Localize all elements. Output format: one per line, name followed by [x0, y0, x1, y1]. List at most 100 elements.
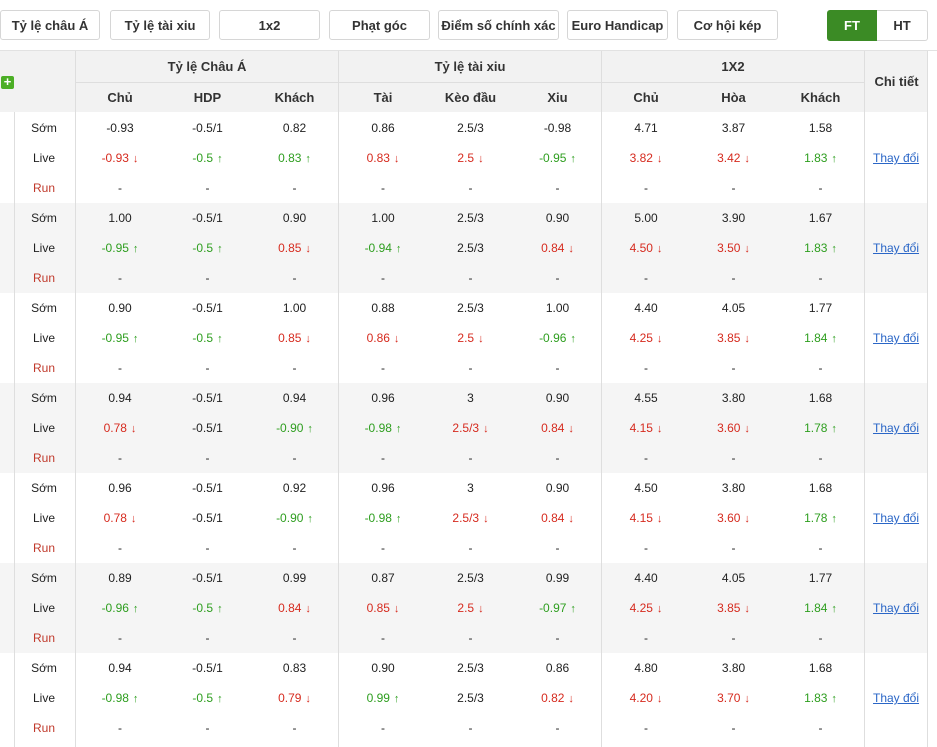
arrow-down-icon: ↓ — [656, 153, 663, 165]
arrow-down-icon: ↓ — [478, 603, 484, 615]
row-divider — [0, 292, 928, 293]
odds-value: - — [514, 533, 601, 563]
row-label-live: Live — [32, 601, 55, 615]
odds-value: 2.5/3 — [427, 113, 514, 143]
odds-value: - — [777, 263, 864, 293]
odds-value-text: - — [205, 541, 210, 555]
grid-line — [927, 51, 928, 747]
tab-corners[interactable]: Phạt góc — [329, 10, 430, 40]
odds-value-text: -0.5 — [192, 331, 214, 345]
odds-value-text: 2.5/3 — [452, 421, 480, 435]
half-time-toggle[interactable]: HT — [877, 10, 928, 41]
odds-value: - — [602, 713, 690, 743]
arrow-up-icon: ↑ — [831, 513, 837, 525]
odds-value-text: 0.90 — [545, 481, 570, 495]
odds-value: 1.83 ↑ — [777, 143, 864, 173]
odds-value: - — [602, 533, 690, 563]
odds-value-text: 2.5/3 — [457, 661, 484, 675]
odds-value: 0.88 — [339, 293, 427, 323]
arrow-down-icon: ↓ — [568, 243, 574, 255]
odds-value: 2.5/3 ↓ — [427, 503, 514, 533]
odds-value-text: 1.00 — [108, 211, 132, 225]
odds-value-text: - — [118, 721, 122, 735]
odds-value-text: 0.92 — [282, 481, 307, 495]
odds-value: - — [514, 353, 601, 383]
odds-value-text: - — [731, 721, 736, 735]
odds-value-text: -0.5/1 — [192, 301, 223, 315]
header-detail: Chi tiết — [874, 74, 919, 89]
odds-value: -0.5 ↑ — [164, 683, 251, 713]
odds-value: 2.5/3 — [427, 293, 514, 323]
odds-value-text: - — [555, 541, 560, 555]
odds-value-text: 2.5/3 — [452, 511, 480, 525]
odds-value-text: 3.90 — [721, 211, 746, 225]
odds-value: 1.83 ↑ — [777, 683, 864, 713]
odds-value-text: 0.90 — [545, 211, 570, 225]
odds-value-text: - — [818, 271, 823, 285]
odds-value-text: - — [644, 361, 648, 375]
row-divider — [0, 472, 928, 473]
odds-value: 0.83 ↓ — [339, 143, 427, 173]
odds-value-text: 0.82 — [541, 691, 565, 705]
row-label-run: Run — [32, 271, 55, 285]
tab-double-chance[interactable]: Cơ hội kép — [677, 10, 778, 40]
arrow-down-icon: ↓ — [656, 243, 663, 255]
row-label-early: Sớm — [31, 661, 57, 675]
odds-value-text: 2.5/3 — [457, 241, 484, 255]
odds-value: - — [251, 623, 338, 653]
odds-value: - — [76, 713, 164, 743]
change-history-link[interactable]: Thay đổi — [873, 331, 920, 345]
odds-value-text: 0.96 — [108, 481, 132, 495]
odds-value: 0.82 ↓ — [514, 683, 601, 713]
header-1x2: 1X2 — [721, 59, 745, 74]
odds-value: 2.5/3 ↓ — [427, 413, 514, 443]
tab-1x2[interactable]: 1x2 — [219, 10, 320, 40]
odds-value-text: 0.86 — [366, 331, 390, 345]
odds-value: -0.96 ↑ — [514, 323, 601, 353]
odds-value-text: - — [205, 271, 210, 285]
change-history-link[interactable]: Thay đổi — [873, 511, 920, 525]
odds-value-text: 4.50 — [634, 481, 658, 495]
odds-value: 3.70 ↓ — [690, 683, 777, 713]
odds-value-text: 0.88 — [371, 301, 395, 315]
grid-line — [338, 51, 339, 747]
arrow-down-icon: ↓ — [656, 333, 663, 345]
change-history-link[interactable]: Thay đổi — [873, 241, 920, 255]
expand-plus-icon[interactable]: + — [1, 75, 14, 89]
odds-value: -0.96 ↑ — [76, 593, 164, 623]
odds-value-text: - — [555, 271, 560, 285]
odds-value-text: 1.68 — [808, 661, 833, 675]
odds-value-text: - — [118, 451, 122, 465]
odds-value: 2.5 ↓ — [427, 323, 514, 353]
odds-value: - — [76, 533, 164, 563]
odds-value-text: -0.5/1 — [192, 391, 223, 405]
col-under: Xiu — [547, 90, 568, 105]
tab-asian-handicap[interactable]: Tỷ lệ châu Á — [0, 10, 100, 40]
odds-value-text: 3 — [467, 481, 474, 495]
full-time-toggle[interactable]: FT — [827, 10, 877, 41]
odds-value: -0.97 ↑ — [514, 593, 601, 623]
arrow-up-icon: ↑ — [831, 333, 837, 345]
arrow-down-icon: ↓ — [305, 693, 311, 705]
tab-over-under[interactable]: Tỷ lệ tài xiu — [110, 10, 210, 40]
odds-value: 1.00 — [76, 203, 164, 233]
arrow-up-icon: ↑ — [132, 693, 139, 705]
odds-value-text: 5.00 — [634, 211, 658, 225]
odds-value-text: 3.50 — [717, 241, 741, 255]
change-history-link[interactable]: Thay đổi — [873, 151, 920, 165]
odds-value: 0.84 ↓ — [251, 593, 338, 623]
odds-value-text: - — [381, 181, 385, 195]
row-label-run: Run — [32, 181, 55, 195]
odds-value: - — [251, 263, 338, 293]
odds-value: 2.5/3 — [427, 563, 514, 593]
change-history-link[interactable]: Thay đổi — [873, 421, 920, 435]
change-history-link[interactable]: Thay đổi — [873, 601, 920, 615]
change-history-link[interactable]: Thay đổi — [873, 691, 920, 705]
tab-euro-handicap[interactable]: Euro Handicap — [567, 10, 668, 40]
odds-value: - — [602, 263, 690, 293]
tab-correct-score[interactable]: Điểm số chính xác — [438, 10, 559, 40]
arrow-down-icon: ↓ — [656, 693, 663, 705]
bookmaker-group: Sớm 0.94 -0.5/1 0.83 0.90 2.5/3 0.86 4.80 3.80 1.… — [0, 653, 928, 743]
bookmaker-group: Sớm 0.96 -0.5/1 0.92 0.96 3 0.90 4.50 3.80 1.68 Li… — [0, 473, 928, 563]
arrow-down-icon: ↓ — [744, 153, 750, 165]
